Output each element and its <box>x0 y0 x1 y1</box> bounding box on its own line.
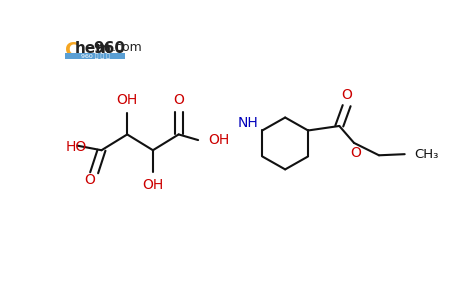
Text: .com: .com <box>112 41 143 54</box>
Text: O: O <box>350 146 361 160</box>
Text: NH: NH <box>238 116 259 130</box>
Text: OH: OH <box>116 93 137 107</box>
Text: hem: hem <box>75 41 112 56</box>
FancyBboxPatch shape <box>65 53 125 59</box>
Text: HO: HO <box>66 140 87 154</box>
Text: 960 化 工 网: 960 化 工 网 <box>81 53 110 59</box>
Text: OH: OH <box>208 133 229 147</box>
Text: O: O <box>84 173 95 187</box>
Text: O: O <box>341 88 352 102</box>
Text: C: C <box>65 41 79 60</box>
Text: CH₃: CH₃ <box>414 148 438 161</box>
Text: O: O <box>173 93 184 107</box>
Text: 960: 960 <box>93 41 126 56</box>
Text: OH: OH <box>142 178 164 192</box>
